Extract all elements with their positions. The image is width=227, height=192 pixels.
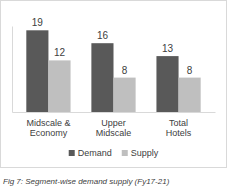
legend-label: Supply (131, 148, 159, 158)
legend-swatch (122, 150, 128, 156)
legend-item: Demand (69, 148, 112, 158)
x-axis: Midscale &Economy UpperMidscale TotalHotel… (13, 112, 216, 138)
x-axis-line (13, 112, 216, 113)
bar (179, 78, 201, 112)
bar (26, 30, 48, 112)
bar (156, 56, 178, 112)
legend-label: Demand (78, 148, 112, 158)
data-label: 12 (54, 47, 66, 58)
bar (48, 60, 70, 112)
chart: 1916131288Midscale &EconomyUpperMidscale… (0, 0, 227, 192)
x-tick-label-line: Hotels (166, 128, 192, 138)
data-label: 16 (97, 30, 109, 41)
y-axis-line (12, 27, 13, 113)
x-tick-label-line: Upper (101, 118, 126, 128)
x-tick-label-line: Total (169, 118, 188, 128)
x-tick-label: TotalHotels (166, 118, 192, 138)
x-tick: TotalHotels (166, 112, 192, 138)
data-labels: 19 16 13 12 8 8 (32, 17, 193, 75)
x-tick-label: Midscale &Economy (26, 118, 70, 138)
x-tick: Midscale &Economy (26, 112, 70, 138)
chart-frame (1, 1, 227, 168)
legend-swatch (69, 150, 75, 156)
y-axis (12, 27, 13, 113)
data-label: 13 (162, 43, 174, 54)
bars (26, 30, 200, 112)
bar (91, 43, 113, 112)
x-tick-label-line: Midscale & (26, 118, 70, 128)
data-label: 8 (122, 65, 128, 76)
data-label: 8 (187, 65, 193, 76)
legend: Demand Supply (69, 148, 159, 158)
x-tick: UpperMidscale (96, 112, 132, 138)
data-label: 19 (32, 17, 44, 28)
x-tick-label: UpperMidscale (96, 118, 132, 138)
bar (114, 78, 136, 112)
legend-item: Supply (122, 148, 159, 158)
x-tick-label-line: Midscale (96, 128, 132, 138)
caption: Fig 7: Segment-wise demand supply (Fy17-… (3, 177, 170, 186)
x-tick-label-line: Economy (30, 128, 68, 138)
